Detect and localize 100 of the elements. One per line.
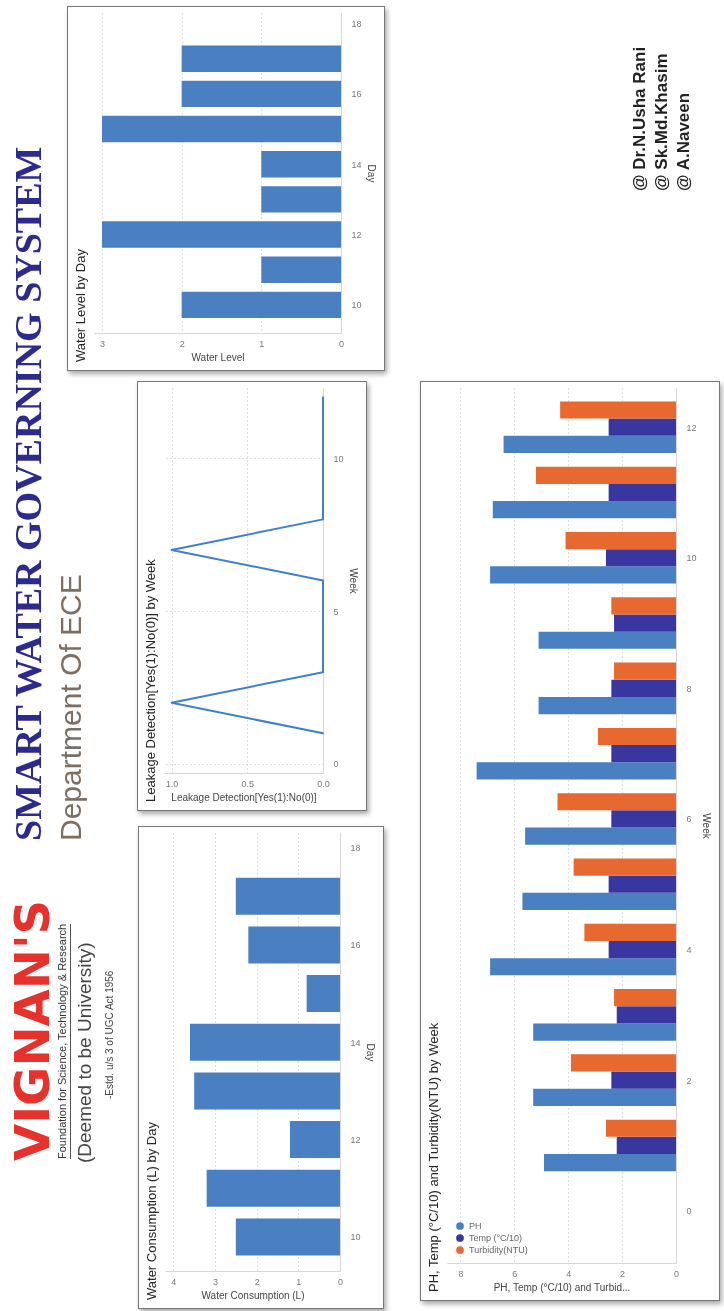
bar <box>608 940 676 959</box>
bar <box>608 483 676 502</box>
bar <box>597 727 676 746</box>
y-tick-label: 10 <box>686 553 697 564</box>
bar <box>492 501 676 519</box>
bar <box>194 1072 340 1110</box>
text: Water Level by Day <box>73 248 88 362</box>
x-axis-title: PH, Temp (°C/10) and Turbid... <box>493 1281 631 1293</box>
y-tick-label: 18 <box>350 843 361 854</box>
x-tick-label: 1 <box>259 338 265 349</box>
bar <box>573 858 676 876</box>
bar <box>605 549 676 567</box>
y-axis-title: Day <box>365 164 377 183</box>
y-tick-label: 14 <box>351 159 362 170</box>
x-tick-label: 1.0 <box>165 778 179 789</box>
y-tick-label: 16 <box>351 89 362 100</box>
bar <box>611 810 676 828</box>
y-axis-title: Week <box>700 813 712 840</box>
y-tick-label: 12 <box>686 422 697 433</box>
bar <box>181 45 341 72</box>
bar <box>235 1218 340 1256</box>
x-tick-label: 2 <box>620 1268 626 1279</box>
bar <box>181 291 341 319</box>
y-tick-label: 5 <box>333 606 339 617</box>
y-tick-label: 18 <box>351 19 362 30</box>
bar <box>557 793 676 811</box>
bar <box>290 1121 340 1159</box>
bar <box>261 150 341 178</box>
x-tick-label: 8 <box>458 1268 464 1279</box>
bar <box>190 1023 340 1061</box>
bar <box>101 221 341 248</box>
text: SMART WATER GOVERNING SYSTEM <box>6 146 50 841</box>
bar <box>608 418 676 436</box>
text: @ Sk.Md.Khasim <box>652 53 672 191</box>
bar <box>261 256 341 283</box>
text: Foundation for Science, Technology & Research <box>56 923 71 1159</box>
text: (Deemed to be University) <box>74 942 96 1163</box>
text: PH, Temp (°C/10) and Turbidity(NTU) by Week <box>426 1022 441 1292</box>
y-tick-label: 14 <box>350 1037 361 1048</box>
bar <box>306 975 340 1013</box>
bar <box>522 892 676 911</box>
y-tick-label: 12 <box>350 1135 361 1146</box>
x-axis-title: Water Consumption (L) <box>201 1289 305 1301</box>
bar <box>611 1071 676 1089</box>
bar <box>533 1088 676 1106</box>
bar <box>616 1136 676 1155</box>
y-tick-label: 16 <box>350 940 361 951</box>
y-tick-label: 10 <box>351 300 362 311</box>
y-tick-label: 12 <box>351 230 362 241</box>
x-tick-label: 2 <box>179 338 185 349</box>
x-tick-label: 0.0 <box>317 778 330 789</box>
x-axis-title: Leakage Detection[Yes(1):No(0)] <box>171 791 317 803</box>
bar <box>538 696 676 715</box>
bar <box>608 875 676 893</box>
bar <box>570 1054 676 1072</box>
bar <box>525 827 676 845</box>
y-tick-label: 10 <box>333 453 344 464</box>
bar <box>490 566 676 584</box>
legend-label: Temp (°C/10) <box>469 1233 523 1243</box>
bar <box>543 1154 676 1172</box>
bar <box>535 466 676 484</box>
bar <box>616 1006 676 1024</box>
text: Water Consumption (L) by Day <box>144 1121 159 1300</box>
x-tick-label: 4 <box>171 1276 177 1287</box>
y-axis-title: Day <box>364 1043 376 1062</box>
text: Leakage Detection[Yes(1):No(0)] by Week <box>143 558 158 802</box>
bar <box>206 1169 340 1207</box>
y-tick-label: 8 <box>686 683 692 694</box>
x-tick-label: 1 <box>296 1276 302 1287</box>
bar <box>614 662 676 680</box>
y-tick-label: 6 <box>686 814 692 825</box>
x-tick-label: 6 <box>512 1268 518 1279</box>
bar <box>611 745 676 763</box>
legend-label: PH <box>469 1221 482 1231</box>
y-tick-label: 2 <box>686 1075 692 1086</box>
bar <box>584 923 676 941</box>
text: -Estd. u/s 3 of UGC Act 1956 <box>104 970 115 1099</box>
bar <box>476 762 676 780</box>
bar <box>538 631 676 649</box>
bar <box>533 1023 676 1041</box>
bar <box>560 401 676 419</box>
x-tick-label: 4 <box>566 1268 572 1279</box>
bar <box>565 531 676 550</box>
x-tick-label: 0 <box>673 1268 680 1279</box>
x-axis-title: Water Level <box>191 351 245 363</box>
legend-label: Turbidity(NTU) <box>469 1245 528 1255</box>
y-tick-label: 10 <box>350 1232 361 1243</box>
x-tick-label: 2 <box>254 1276 260 1287</box>
bar <box>181 80 341 108</box>
bar <box>611 679 676 697</box>
x-tick-label: 3 <box>212 1276 219 1287</box>
bar <box>503 435 676 453</box>
y-tick-label: 0 <box>686 1206 692 1217</box>
bar <box>235 877 340 915</box>
bar <box>490 958 676 976</box>
bar <box>261 186 341 213</box>
y-tick-label: 4 <box>686 945 692 956</box>
x-tick-label: 0.5 <box>241 778 255 789</box>
text: Department Of ECE <box>54 574 88 841</box>
y-axis-title: Week <box>347 568 359 595</box>
